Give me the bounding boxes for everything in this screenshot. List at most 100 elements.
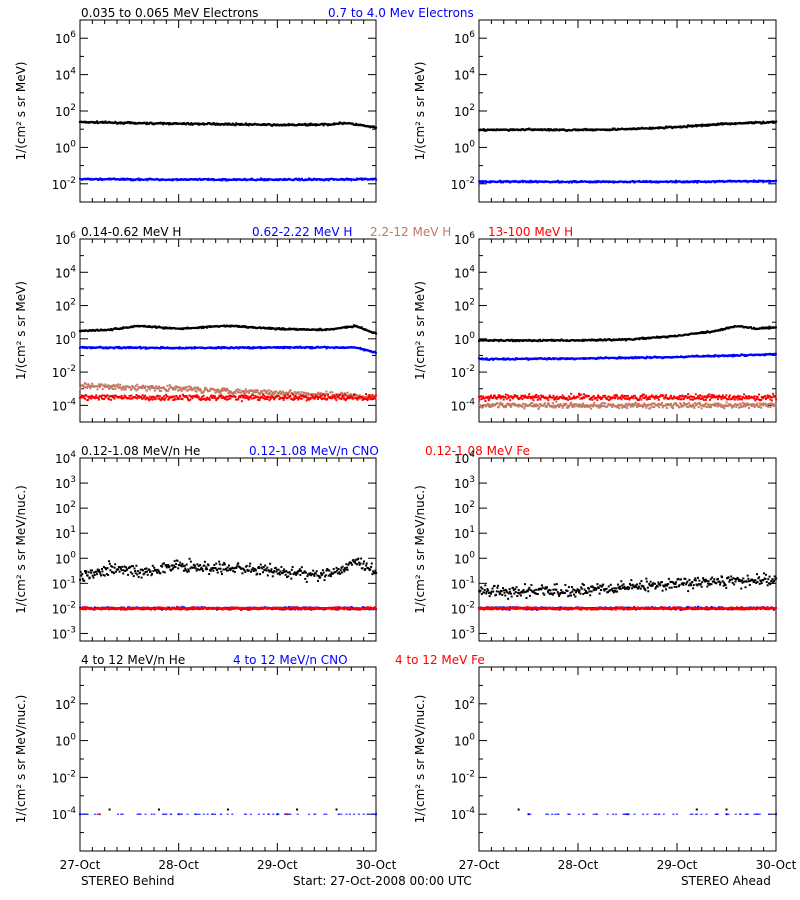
data-point [732, 353, 735, 356]
data-point [525, 357, 528, 360]
data-point [298, 179, 301, 182]
data-point [223, 397, 226, 400]
data-point [213, 396, 216, 399]
data-point [481, 180, 484, 183]
data-point [195, 390, 198, 393]
data-point [500, 403, 503, 406]
data-point [497, 340, 500, 343]
data-point [734, 123, 737, 126]
data-point [120, 388, 123, 391]
data-point [244, 392, 247, 395]
data-point [300, 394, 303, 397]
data-point [119, 122, 122, 125]
data-point [206, 326, 209, 329]
data-point [352, 325, 355, 328]
data-point [520, 404, 523, 407]
data-point [281, 391, 284, 394]
data-point [217, 396, 220, 399]
data-point [98, 386, 101, 389]
data-point [113, 397, 116, 400]
data-point [739, 354, 742, 357]
data-point [491, 357, 494, 360]
data-point [298, 394, 301, 397]
data-point [733, 355, 736, 358]
data-point [278, 391, 281, 394]
data-point [312, 393, 315, 396]
data-point [120, 394, 123, 397]
data-point [122, 177, 125, 180]
data-point [359, 397, 362, 400]
data-point [762, 181, 765, 184]
data-point [624, 406, 627, 409]
data-point [158, 385, 161, 388]
data-point [294, 393, 297, 396]
data-point [346, 391, 349, 394]
data-point [187, 399, 190, 402]
data-point [148, 122, 151, 125]
data-point [78, 381, 81, 384]
data-point [108, 385, 111, 388]
data-point [675, 179, 678, 182]
data-point [509, 405, 512, 408]
data-point [337, 394, 340, 397]
data-point [203, 397, 206, 400]
data-point [225, 389, 228, 392]
data-point [108, 387, 111, 390]
data-point [267, 326, 270, 329]
data-point [296, 345, 299, 348]
data-point [361, 178, 364, 181]
data-point [348, 396, 351, 399]
data-point [750, 326, 753, 329]
data-point [154, 398, 157, 401]
data-point [612, 180, 615, 183]
data-point [342, 396, 345, 399]
data-point [186, 398, 189, 401]
data-point [353, 393, 356, 396]
data-point [165, 393, 168, 396]
data-point [303, 392, 306, 395]
data-point [216, 390, 219, 393]
data-point [492, 402, 495, 405]
data-point [761, 326, 764, 329]
data-point [271, 391, 274, 394]
data-point [104, 396, 107, 399]
data-point [273, 390, 276, 393]
data-point [118, 386, 121, 389]
data-point [774, 326, 777, 329]
panel-frame [478, 238, 777, 423]
data-point [485, 404, 488, 407]
data-point [244, 388, 247, 391]
data-point [185, 394, 188, 397]
data-point [346, 177, 349, 180]
data-point [219, 392, 222, 395]
data-point [140, 385, 143, 388]
data-point [178, 389, 181, 392]
data-point [625, 404, 628, 407]
data-point [265, 392, 268, 395]
data-point [588, 405, 591, 408]
data-point [188, 394, 191, 397]
data-point [100, 178, 103, 181]
data-point [546, 403, 549, 406]
data-point [113, 385, 116, 388]
data-point [177, 347, 180, 350]
data-point [692, 181, 695, 184]
data-point [202, 325, 205, 328]
data-point [99, 384, 102, 387]
data-point [338, 393, 341, 396]
data-point [91, 394, 94, 397]
data-point [626, 404, 629, 407]
data-point [563, 402, 566, 405]
data-point [160, 398, 163, 401]
data-point [319, 394, 322, 397]
data-point [159, 347, 162, 350]
data-point [293, 391, 296, 394]
data-point [171, 387, 174, 390]
data-point [167, 389, 170, 392]
data-point [267, 389, 270, 392]
data-point [531, 401, 534, 404]
data-point [228, 390, 231, 393]
data-point [167, 398, 170, 401]
data-point [239, 396, 242, 399]
data-point [82, 396, 85, 399]
